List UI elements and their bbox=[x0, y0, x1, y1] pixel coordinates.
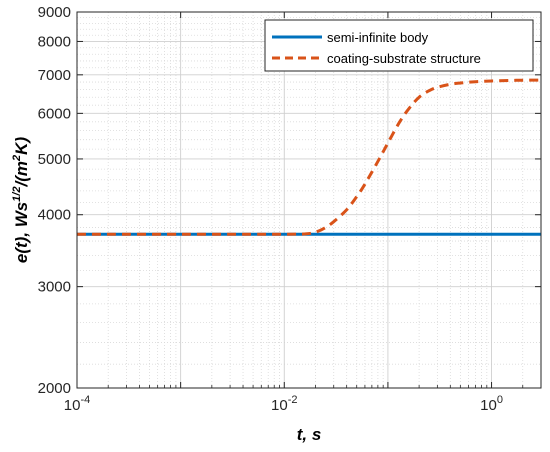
y-tick-label: 3000 bbox=[38, 279, 71, 296]
y-tick-label: 7000 bbox=[38, 67, 71, 84]
y-axis-label-sup1: 1/2 bbox=[11, 186, 23, 201]
series-layer bbox=[77, 78, 542, 236]
y-axis-label-prefix: e(t), Ws bbox=[12, 202, 31, 263]
legend: semi-infinite body coating-substrate str… bbox=[264, 19, 534, 72]
plot-frame bbox=[76, 11, 542, 389]
x-tick-label-exponent: -2 bbox=[288, 394, 298, 406]
y-tick-label: 4000 bbox=[38, 207, 71, 224]
x-tick-label-base: 10 bbox=[64, 397, 81, 414]
tick-marks bbox=[76, 11, 542, 389]
x-tick-label-exponent: 0 bbox=[497, 394, 503, 406]
y-tick-label: 5000 bbox=[38, 151, 71, 168]
y-tick-label: 9000 bbox=[38, 4, 71, 21]
y-tick-label: 8000 bbox=[38, 33, 71, 50]
y-axis-label: e(t), Ws1/2/(m2K) bbox=[11, 137, 31, 264]
x-tick-label: 10-4 bbox=[64, 394, 90, 414]
legend-label-coating-substrate-structure: coating-substrate structure bbox=[327, 51, 481, 66]
x-tick-label-base: 10 bbox=[480, 397, 497, 414]
x-tick-label-exponent: -4 bbox=[80, 394, 90, 406]
x-axis-label: t, s bbox=[297, 425, 322, 444]
x-tick-labels: 10-4 10-2 100 bbox=[64, 394, 503, 414]
x-tick-label: 100 bbox=[480, 394, 503, 414]
legend-box bbox=[264, 19, 534, 72]
series-line-coating-substrate-structure bbox=[77, 78, 542, 236]
y-tick-label: 2000 bbox=[38, 380, 71, 397]
y-tick-label: 6000 bbox=[38, 105, 71, 122]
legend-label-semi-infinite-body: semi-infinite body bbox=[327, 30, 429, 45]
y-tick-labels: 2000 3000 4000 5000 6000 7000 8000 9000 bbox=[38, 4, 71, 397]
y-axis-label-suffix: K) bbox=[12, 137, 31, 155]
x-tick-label-base: 10 bbox=[271, 397, 288, 414]
y-axis-label-sup2: 2 bbox=[11, 155, 23, 162]
y-axis-label-mid: /(m bbox=[12, 161, 31, 188]
x-tick-label: 10-2 bbox=[271, 394, 297, 414]
